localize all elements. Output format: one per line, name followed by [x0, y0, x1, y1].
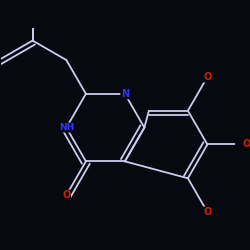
Text: O: O — [203, 72, 212, 82]
Text: O: O — [203, 207, 212, 217]
Text: N: N — [121, 89, 129, 99]
Text: NH: NH — [59, 123, 74, 132]
Text: O: O — [62, 190, 70, 200]
Text: O: O — [242, 140, 250, 149]
